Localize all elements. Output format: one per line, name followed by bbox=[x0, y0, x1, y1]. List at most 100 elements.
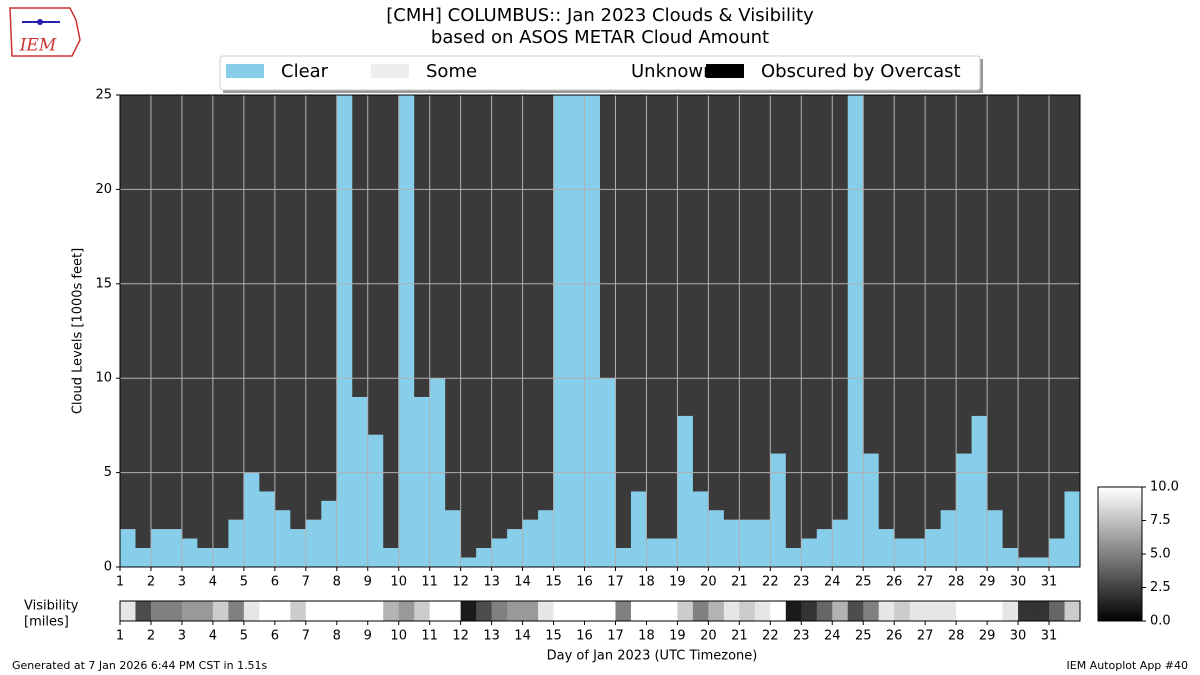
clear-area bbox=[661, 538, 678, 567]
visibility-cell bbox=[120, 601, 136, 621]
visibility-cell bbox=[522, 601, 539, 621]
x-axis-label: Day of Jan 2023 (UTC Timezone) bbox=[547, 649, 758, 664]
colorbar-step bbox=[1098, 567, 1142, 570]
legend-label: Unknown bbox=[631, 61, 715, 82]
chart-subtitle: based on ASOS METAR Cloud Amount bbox=[431, 27, 769, 48]
visibility-cell bbox=[305, 601, 322, 621]
x-tick-label: 12 bbox=[452, 629, 469, 644]
visibility-cell bbox=[274, 601, 291, 621]
x-tick-label: 23 bbox=[793, 629, 810, 644]
clear-area bbox=[383, 548, 400, 567]
clear-area bbox=[460, 557, 477, 567]
clear-area bbox=[274, 510, 291, 567]
visibility-cell bbox=[166, 601, 183, 621]
x-tick-label: 22 bbox=[762, 629, 779, 644]
visibility-cell bbox=[321, 601, 338, 621]
colorbar-step bbox=[1098, 505, 1142, 508]
clear-area bbox=[692, 491, 709, 567]
visibility-cell bbox=[228, 601, 245, 621]
x-tick-label: 5 bbox=[240, 629, 248, 644]
overcast-area bbox=[1064, 95, 1081, 492]
overcast-area bbox=[677, 95, 694, 416]
x-tick-label: 15 bbox=[545, 575, 562, 590]
visibility-cell bbox=[692, 601, 709, 621]
overcast-area bbox=[1002, 95, 1019, 549]
visibility-cell bbox=[847, 601, 864, 621]
clear-area bbox=[305, 519, 322, 567]
legend-label: Obscured by Overcast bbox=[761, 61, 961, 82]
overcast-area bbox=[290, 95, 307, 530]
overcast-area bbox=[383, 95, 400, 549]
colorbar-step bbox=[1098, 583, 1142, 586]
visibility-cell bbox=[491, 601, 508, 621]
clear-area bbox=[522, 519, 539, 567]
visibility-cell bbox=[878, 601, 895, 621]
overcast-area bbox=[816, 95, 833, 530]
overcast-area bbox=[940, 95, 957, 511]
overcast-area bbox=[476, 95, 493, 549]
visibility-cell bbox=[212, 601, 229, 621]
legend-swatch bbox=[576, 64, 614, 78]
overcast-area bbox=[863, 95, 880, 454]
visibility-cell bbox=[460, 601, 477, 621]
visibility-cell bbox=[352, 601, 369, 621]
x-tick-label: 20 bbox=[700, 575, 717, 590]
x-tick-label: 6 bbox=[271, 575, 279, 590]
clear-area bbox=[212, 548, 229, 567]
x-tick-label: 5 bbox=[240, 575, 248, 590]
overcast-area bbox=[956, 95, 973, 454]
visibility-cell bbox=[569, 601, 586, 621]
clear-area bbox=[414, 397, 431, 567]
visibility-cell bbox=[987, 601, 1004, 621]
visibility-cell bbox=[785, 601, 802, 621]
clear-area bbox=[630, 491, 647, 567]
y-tick-label: 0 bbox=[104, 560, 112, 575]
clear-area bbox=[1033, 557, 1050, 567]
clear-area bbox=[708, 510, 725, 567]
overcast-area bbox=[197, 95, 214, 549]
visibility-cell bbox=[445, 601, 462, 621]
visibility-cell bbox=[863, 601, 880, 621]
visibility-cell bbox=[1049, 601, 1066, 621]
colorbar-step bbox=[1098, 543, 1142, 546]
overcast-area bbox=[723, 95, 740, 520]
colorbar-step bbox=[1098, 577, 1142, 580]
overcast-area bbox=[166, 95, 183, 530]
overcast-area bbox=[770, 95, 787, 454]
clear-area bbox=[971, 415, 988, 567]
x-tick-label: 31 bbox=[1041, 575, 1058, 590]
colorbar-step bbox=[1098, 593, 1142, 596]
x-tick-label: 9 bbox=[364, 575, 372, 590]
clear-area bbox=[150, 529, 167, 567]
colorbar-step bbox=[1098, 519, 1142, 522]
colorbar-step bbox=[1098, 549, 1142, 552]
colorbar-step bbox=[1098, 521, 1142, 524]
x-tick-label: 20 bbox=[700, 629, 717, 644]
visibility-cell bbox=[770, 601, 787, 621]
clear-area bbox=[770, 453, 787, 567]
visibility-cell bbox=[754, 601, 771, 621]
x-tick-label: 19 bbox=[669, 575, 686, 590]
x-tick-label: 24 bbox=[824, 575, 841, 590]
colorbar-step bbox=[1098, 541, 1142, 544]
overcast-area bbox=[646, 95, 663, 539]
x-tick-label: 2 bbox=[147, 575, 155, 590]
colorbar-step bbox=[1098, 517, 1142, 520]
colorbar-step bbox=[1098, 507, 1142, 510]
x-tick-label: 22 bbox=[762, 575, 779, 590]
clear-area bbox=[646, 538, 663, 567]
visibility-cell bbox=[538, 601, 555, 621]
overcast-area bbox=[909, 95, 926, 539]
visibility-cell bbox=[646, 601, 663, 621]
visibility-cell bbox=[1033, 601, 1050, 621]
x-tick-label: 26 bbox=[886, 575, 903, 590]
visibility-cell bbox=[553, 601, 570, 621]
visibility-cell bbox=[507, 601, 524, 621]
visibility-cell bbox=[630, 601, 647, 621]
visibility-cell bbox=[135, 601, 152, 621]
colorbar-step bbox=[1098, 553, 1142, 556]
visibility-cell bbox=[940, 601, 957, 621]
clear-area bbox=[491, 538, 508, 567]
colorbar-step bbox=[1098, 511, 1142, 514]
overcast-area bbox=[801, 95, 818, 539]
